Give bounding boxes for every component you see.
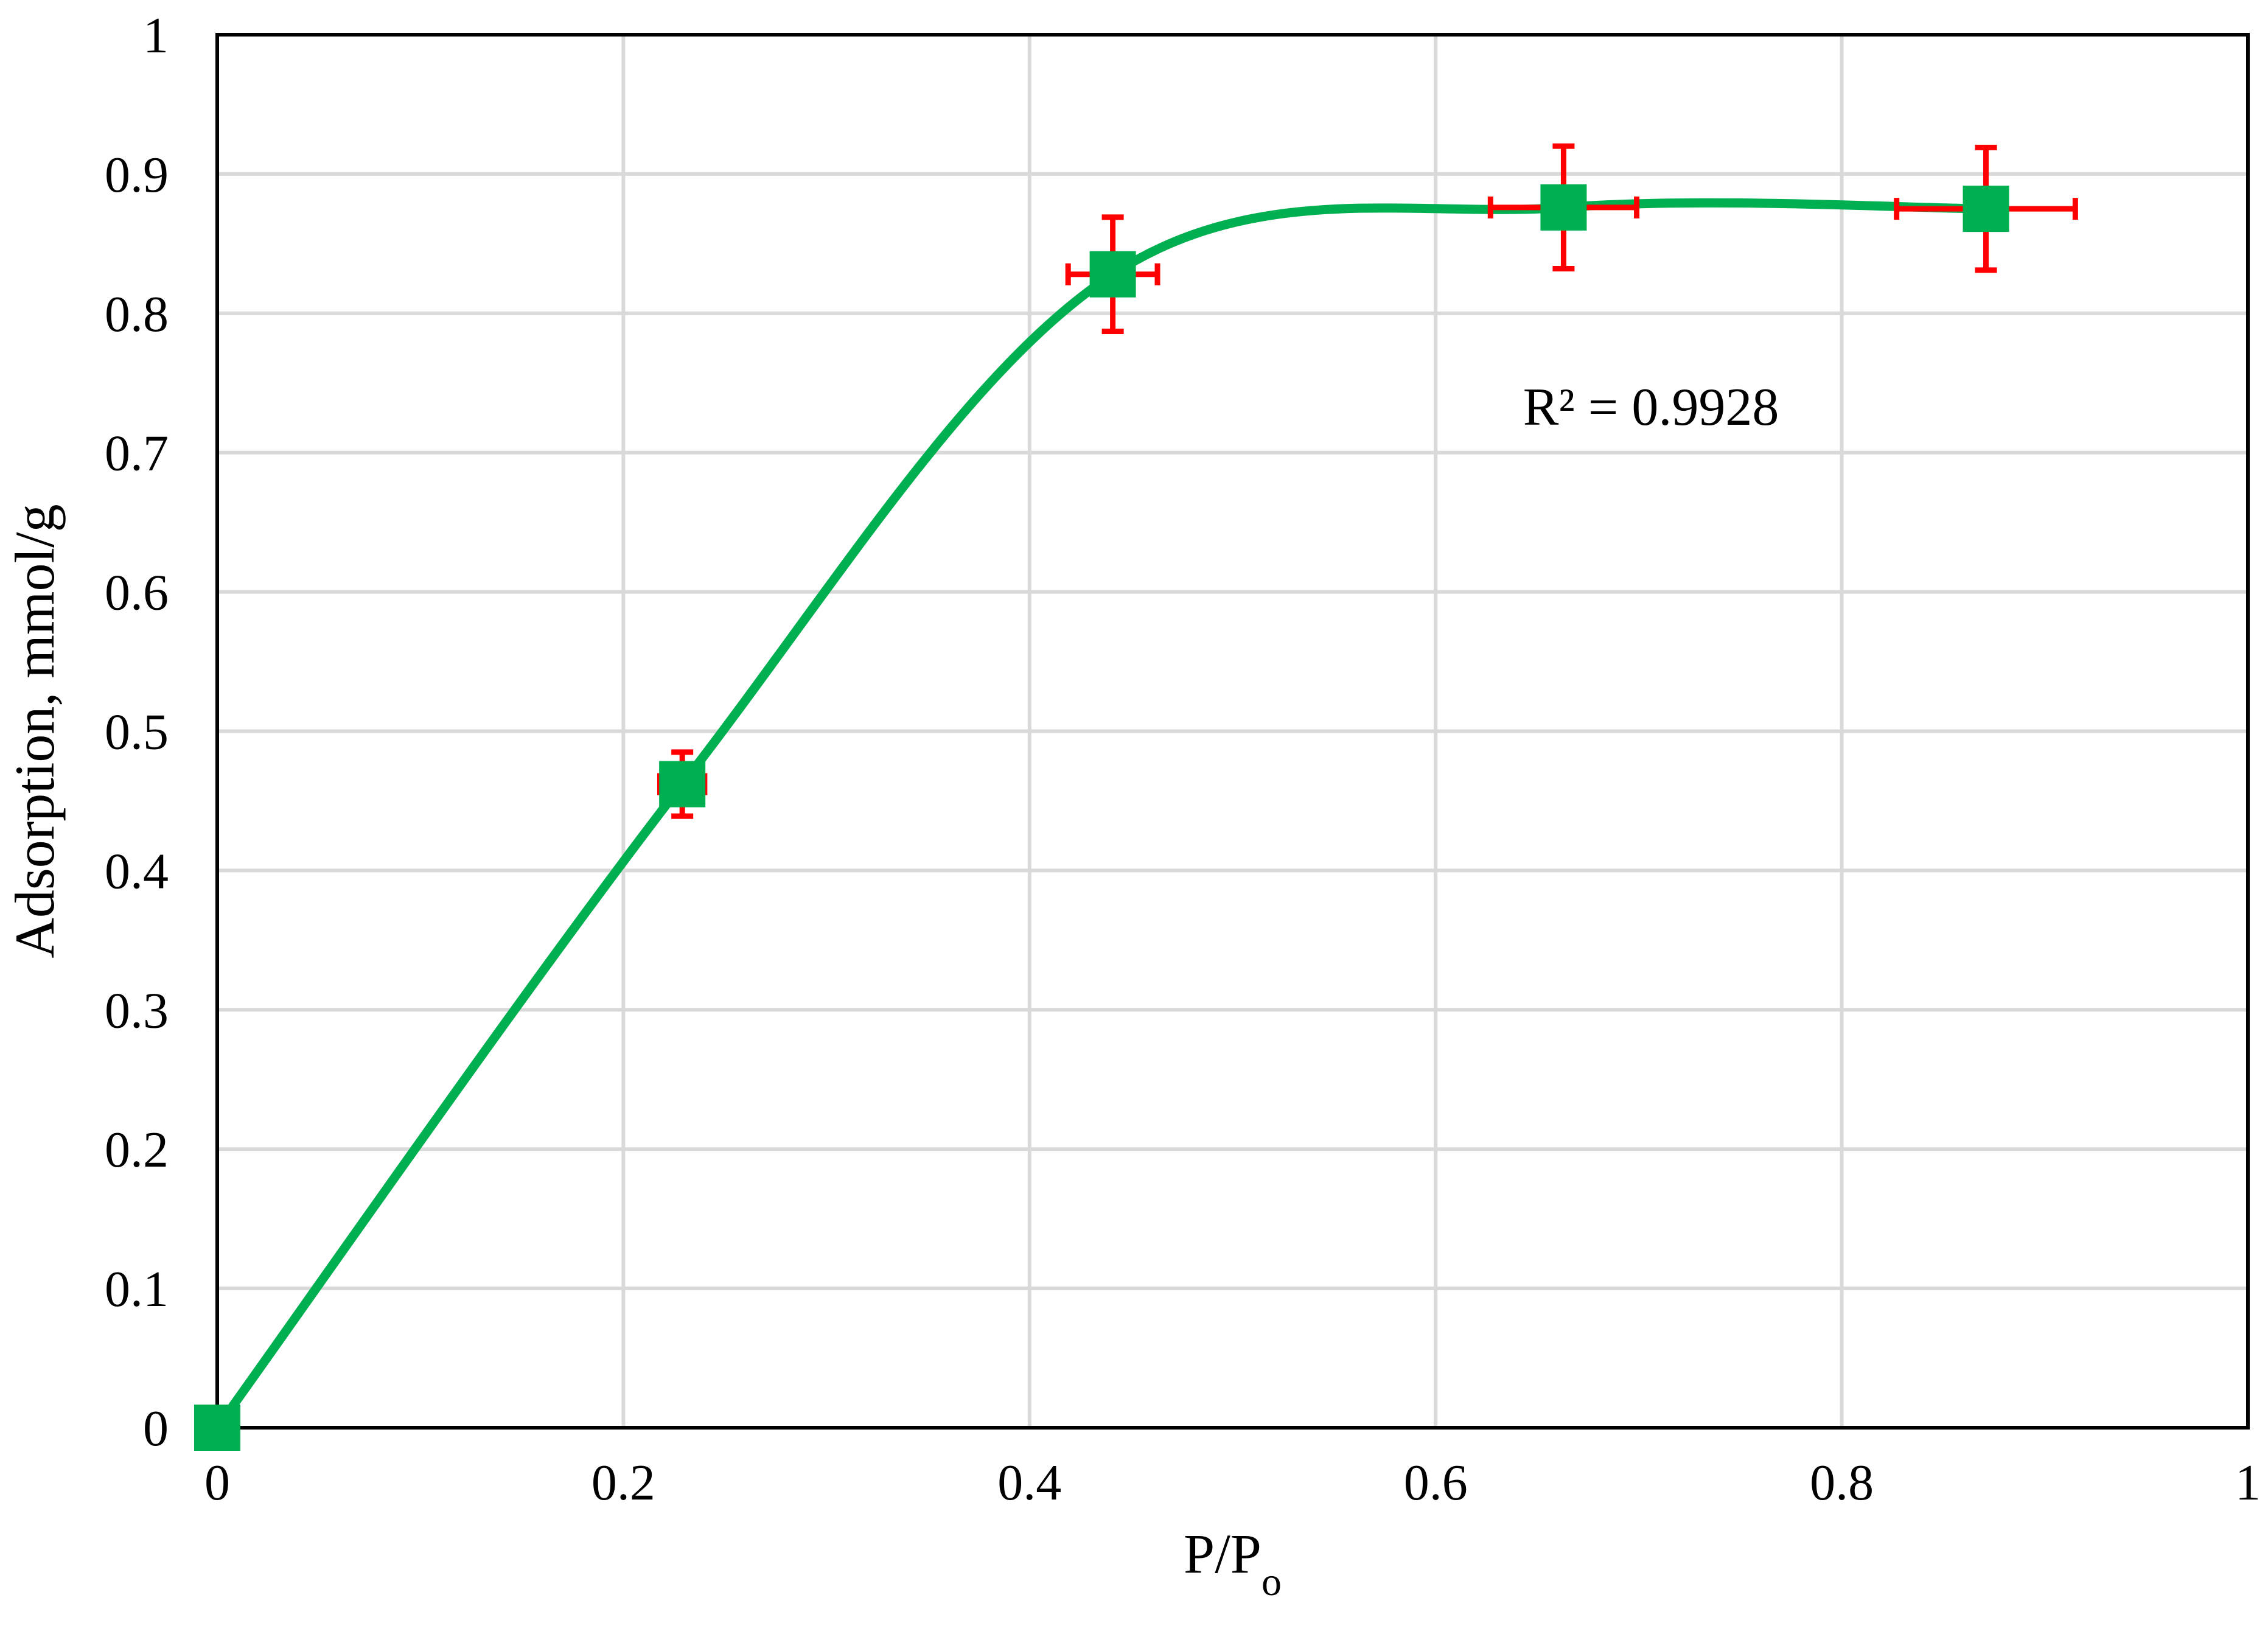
y-tick-label: 0.8: [105, 286, 169, 343]
y-tick-label: 0.7: [105, 425, 169, 482]
x-tick-label: 0: [204, 1454, 230, 1511]
x-tick-label: 0.6: [1404, 1454, 1468, 1511]
plot-area-border: [215, 33, 2250, 1430]
trendline-layer: [212, 198, 1991, 1433]
y-tick-label: 0.6: [105, 565, 169, 621]
x-tick-label: 0.8: [1810, 1454, 1874, 1511]
y-tick-label: 0.5: [105, 704, 169, 761]
data-point-marker: [659, 761, 706, 808]
x-axis-title-subscript: o: [1261, 1560, 1282, 1604]
smooth-trendline: [212, 198, 1991, 1433]
y-tick-label: 0.3: [105, 982, 169, 1039]
x-axis-title: P/Po: [1184, 1523, 1282, 1604]
y-tick-label: 0: [143, 1400, 169, 1457]
data-point-marker: [1089, 251, 1136, 298]
y-tick-label: 0.4: [105, 843, 169, 899]
data-point-marker: [1540, 184, 1587, 231]
x-axis-title-main: P/P: [1184, 1523, 1261, 1585]
x-tick-label: 1: [2235, 1454, 2261, 1511]
x-tick-label: 0.2: [591, 1454, 655, 1511]
data-point-marker: [1963, 186, 2009, 232]
x-tick-label: 0.4: [997, 1454, 1061, 1511]
y-tick-label: 0.2: [105, 1122, 169, 1178]
y-tick-label: 1: [143, 7, 169, 64]
y-tick-label: 0.9: [105, 147, 169, 203]
x-tick-labels: 0 0.2 0.4 0.6 0.8 1: [204, 1454, 2261, 1511]
data-point-marker: [194, 1405, 240, 1451]
y-tick-labels: 0 0.1 0.2 0.3 0.4 0.5 0.6 0.7 0.8 0.9 1: [105, 7, 169, 1457]
y-axis-title: Adsorption, mmol/g: [4, 504, 66, 958]
y-tick-label: 0.1: [105, 1261, 169, 1318]
r-squared-annotation: R² = 0.9928: [1523, 378, 1779, 437]
markers-layer: [194, 184, 2009, 1451]
